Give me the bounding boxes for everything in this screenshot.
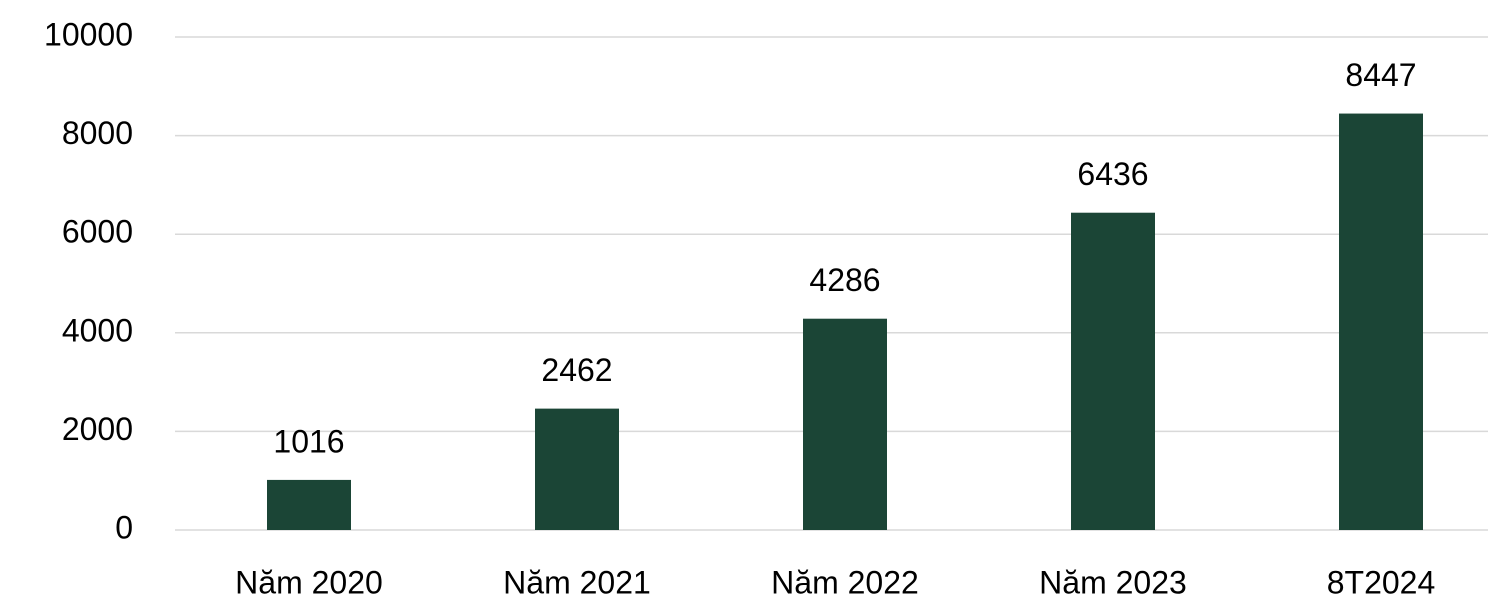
y-tick-label: 6000 — [62, 214, 133, 250]
x-tick-label: Năm 2021 — [503, 564, 651, 600]
x-tick-label: Năm 2023 — [1039, 564, 1187, 600]
y-tick-label: 10000 — [44, 16, 133, 52]
y-tick-label: 8000 — [62, 115, 133, 151]
data-label: 1016 — [273, 423, 344, 459]
x-tick-label: 8T2024 — [1327, 564, 1436, 600]
data-label: 6436 — [1077, 156, 1148, 192]
data-label: 8447 — [1345, 57, 1416, 93]
y-tick-label: 4000 — [62, 312, 133, 348]
bar — [1071, 212, 1155, 530]
bar — [535, 408, 619, 530]
y-tick-label: 2000 — [62, 411, 133, 447]
y-tick-label: 0 — [115, 509, 133, 545]
x-tick-label: Năm 2022 — [771, 564, 919, 600]
x-tick-label: Năm 2020 — [235, 564, 383, 600]
bar — [803, 318, 887, 530]
data-label: 4286 — [809, 262, 880, 298]
data-label: 2462 — [541, 352, 612, 388]
bar — [1339, 113, 1423, 530]
bar — [267, 479, 351, 530]
